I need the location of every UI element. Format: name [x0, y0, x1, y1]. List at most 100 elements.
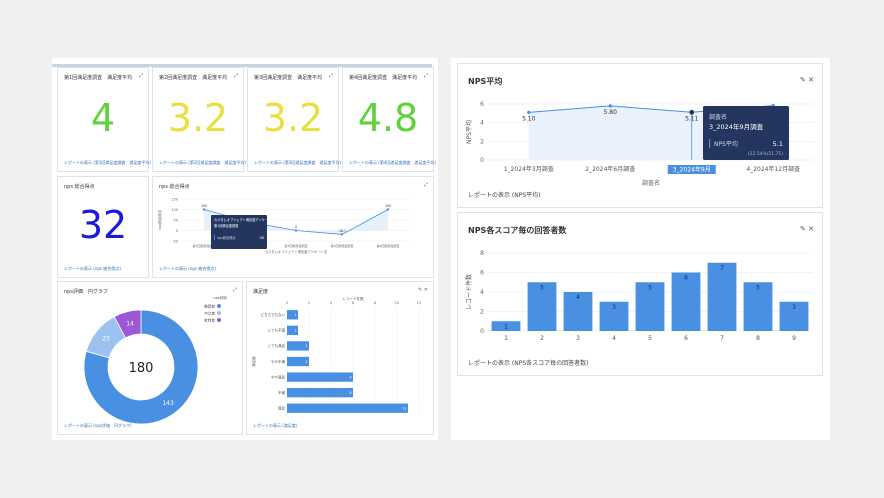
tooltip-name: 第1回満足度調査 — [214, 223, 239, 228]
hbar — [287, 341, 309, 351]
y-tick-label: 2 — [480, 309, 484, 316]
close-icon[interactable]: ✕ — [423, 287, 428, 293]
nps-line-chart: 150100500-50nps総合得点100第1回満足度調査40第2回満足度調査… — [157, 198, 411, 254]
tooltip-heading: 調査名 — [709, 113, 727, 121]
bar-value-label: 5 — [756, 284, 760, 291]
tooltip-marker — [709, 139, 711, 148]
y-axis-label: 満足度 — [251, 356, 256, 367]
tooltip-heading: カスタムオブジェクト満足度アンケート名 — [214, 217, 274, 222]
card-title: NPS各スコア毎の回答者数 — [468, 226, 567, 235]
x-tick-label: 6 — [684, 335, 688, 342]
slice-label: 143 — [162, 400, 174, 407]
x-tick-label: 第1回満足度調査 — [193, 243, 216, 248]
x-tick-label: 4 — [612, 335, 616, 342]
nps-average-chart: 6 4 2 0 NPS平均 5.10 1_2024年3月調査 5.80 2_2024年6月調査 5… — [465, 101, 814, 187]
satisfaction-card: 満足度 ✎ ✕ レコード件数 0 2 4 6 8 10 12 満足度 どちらでもない 1 とても不満 1… — [246, 281, 434, 435]
report-link[interactable]: レポートの表示 (第1回満足度調査 満足度平均) — [64, 160, 151, 165]
legend-swatch — [217, 311, 221, 315]
y-tick-label: 6 — [480, 270, 484, 277]
close-icon[interactable]: ✕ — [808, 76, 814, 84]
report-link[interactable]: レポートの表示 (第4回満足度調査 満足度平均) — [349, 160, 436, 165]
x-tick-label: 8 — [374, 301, 376, 305]
point-label: 100 — [385, 204, 391, 208]
hbar — [287, 356, 309, 367]
x-tick-label: 第3回満足度調査 — [285, 243, 308, 248]
x-tick-label: 7 — [720, 335, 724, 342]
report-link[interactable]: レポートの表示 (第3回満足度調査 満足度平均) — [254, 160, 341, 165]
y-axis-label: NPS平均 — [465, 120, 473, 144]
close-icon[interactable]: ✕ — [808, 225, 814, 233]
score-bar — [635, 282, 665, 331]
line-point — [340, 233, 344, 236]
tooltip-value: 5.1 — [773, 140, 783, 148]
card-title: NPS平均 — [468, 77, 503, 86]
bar-value-label: 1 — [294, 329, 296, 333]
report-link[interactable]: レポートの表示 (NPS平均) — [468, 192, 541, 199]
report-link[interactable]: レポートの表示 (nps評価 円グラフ) — [64, 423, 132, 428]
y-tick-label: 6 — [480, 101, 484, 108]
y-tick-label: -50 — [172, 240, 178, 244]
card-icons: ✎ ✕ — [800, 76, 814, 84]
expand-icon[interactable]: ⤢ — [138, 73, 143, 79]
line-point — [689, 109, 695, 115]
bar-value-label: 3 — [612, 304, 616, 311]
x-axis-label: 調査名 — [642, 179, 660, 187]
report-link[interactable]: レポートの表示 (nps 総合得点) — [64, 266, 121, 271]
category-label: どちらでもない — [261, 312, 286, 317]
expand-icon[interactable]: ⤢ — [232, 287, 237, 293]
report-link[interactable]: レポートの表示 (nps 総合得点) — [159, 266, 216, 271]
x-tick-label: 5 — [648, 335, 652, 342]
y-tick-label: 4 — [480, 120, 484, 127]
satisfaction-bar-chart: レコード件数 0 2 4 6 8 10 12 満足度 どちらでもない 1 とても不満 1 とても満足 2 やや… — [251, 296, 421, 416]
y-tick-label: 0 — [480, 157, 484, 164]
hbar — [287, 310, 298, 320]
tooltip-sub: (22.54%/21.71) — [748, 151, 783, 157]
tooltip-name: 3_2024年9月調査 — [709, 122, 764, 131]
point-label: 5.80 — [604, 109, 618, 116]
line-point — [386, 208, 390, 211]
category-label: とても不満 — [268, 328, 286, 333]
kpi-card-2: 第2回満足度調査 満足度平均 ⤢ 3.2 レポートの表示 (第2回満足度調査 満… — [152, 67, 246, 172]
pencil-icon[interactable]: ✎ — [800, 76, 806, 84]
point-label: -18.7 — [338, 229, 346, 233]
expand-icon[interactable]: ⤢ — [423, 73, 428, 79]
card-title: nps評価 円グラフ — [64, 289, 108, 295]
bar-value-label: 5 — [648, 284, 652, 291]
legend-label: 中立者 — [204, 311, 215, 316]
x-tick-label: 第4回満足度調査 — [377, 243, 400, 248]
report-link[interactable]: レポートの表示 (第2回満足度調査 満足度平均) — [159, 160, 246, 165]
pencil-icon[interactable]: ✎ — [800, 225, 806, 233]
score-bar — [527, 282, 557, 331]
kpi-value: 4.8 — [357, 96, 419, 140]
bar-value-label: 7 — [720, 265, 724, 272]
x-tick-label: 2 — [540, 335, 544, 342]
nps-total-card: nps 総合得点 32 レポートの表示 (nps 総合得点) — [57, 176, 149, 278]
tooltip-box — [703, 106, 789, 160]
pencil-icon[interactable]: ✎ — [418, 287, 423, 293]
score-bar — [779, 301, 809, 331]
bar-value-label: 4 — [576, 294, 580, 301]
kpi-title: 第1回満足度調査 満足度平均 — [64, 75, 133, 81]
x-tick-label: 9 — [792, 335, 796, 342]
donut-card: nps評価 円グラフ ⤢ 143 23 14 180 nps評価 推奨者 中立者 批判者 レポ… — [57, 281, 243, 435]
bar-value-label: 1 — [294, 313, 296, 317]
y-tick-label: 150 — [171, 198, 178, 202]
donut-center-total: 180 — [129, 361, 154, 376]
bar-value-label: 6 — [349, 391, 351, 395]
report-link[interactable]: レポートの表示 (満足度) — [253, 423, 298, 428]
expand-icon[interactable]: ⤢ — [423, 182, 428, 188]
card-icons: ✎ ✕ — [418, 287, 428, 293]
hbar — [287, 372, 353, 382]
x-tick-label: 8 — [756, 335, 760, 342]
y-tick-label: 8 — [480, 250, 484, 257]
category-label: やや不満 — [271, 359, 285, 364]
tooltip-marker — [214, 235, 215, 240]
score-bar — [599, 301, 629, 331]
slice-label: 14 — [126, 320, 134, 327]
kpi-card-3: 第3回満足度調査 満足度平均 ⤢ 3.2 レポートの表示 (第3回満足度調査 満… — [247, 67, 341, 172]
expand-icon[interactable]: ⤢ — [233, 73, 238, 79]
report-link[interactable]: レポートの表示 (NPS各スコア毎の回答者数) — [468, 360, 589, 367]
expand-icon[interactable]: ⤢ — [328, 73, 333, 79]
nps-total-value: 32 — [78, 203, 128, 247]
